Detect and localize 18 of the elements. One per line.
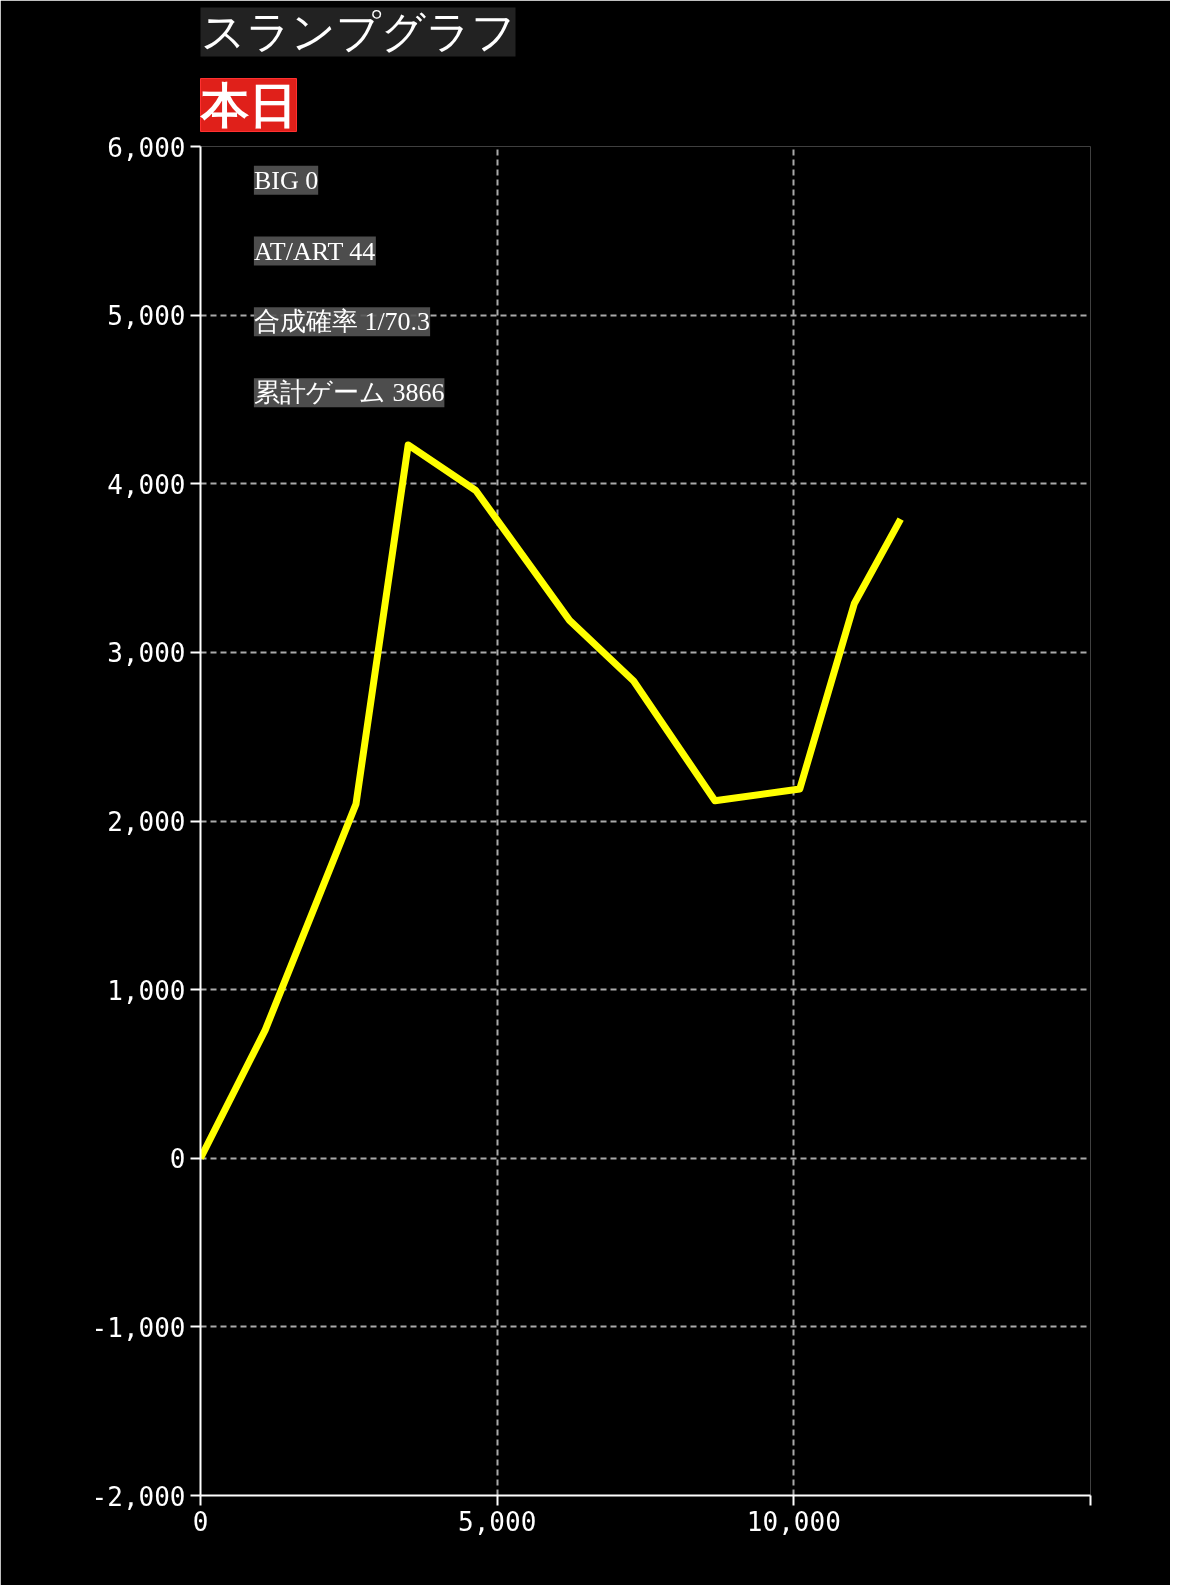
y-tick-label: -2,000 — [91, 1481, 186, 1512]
y-tick-label: 4,000 — [107, 469, 186, 500]
y-tick-label: 6,000 — [107, 132, 186, 163]
chart-title: スランプグラフ — [200, 7, 516, 57]
y-tick-label: -1,000 — [91, 1312, 186, 1343]
x-tick-label: 0 — [192, 1506, 209, 1537]
x-tick-label: 5,000 — [458, 1506, 537, 1537]
y-tick-label: 0 — [169, 1144, 186, 1175]
y-tick-label: 5,000 — [107, 301, 186, 332]
x-tick-label: 10,000 — [746, 1506, 841, 1537]
annotation: AT/ART 44 — [253, 236, 376, 266]
annotation: 合成確率 1/70.3 — [253, 307, 431, 337]
annotation: BIG 0 — [253, 165, 319, 195]
y-tick-label: 1,000 — [107, 975, 186, 1006]
chart-subtitle: 本日 — [199, 78, 297, 132]
y-tick-label: 3,000 — [107, 638, 186, 669]
annotation: 累計ゲーム 3866 — [253, 378, 445, 408]
y-tick-label: 2,000 — [107, 807, 186, 837]
